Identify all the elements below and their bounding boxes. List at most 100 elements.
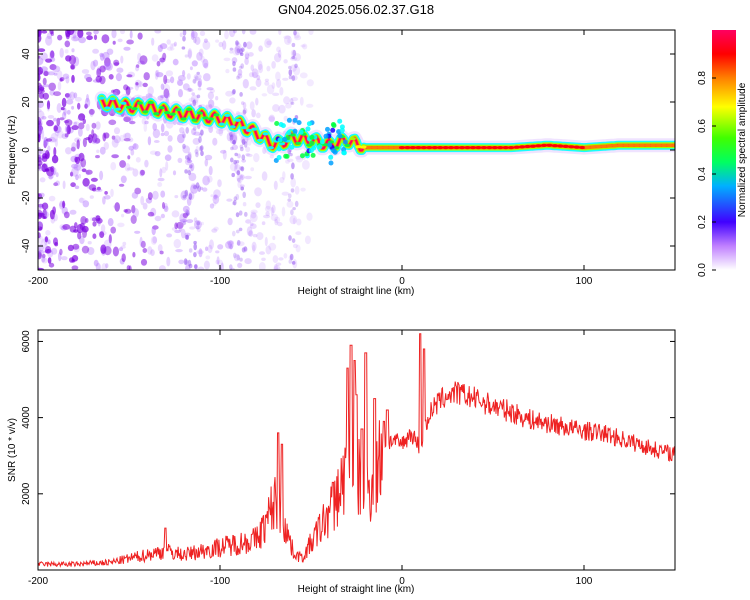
spectrogram-ridge-cell xyxy=(207,117,214,121)
spectrogram-noise-blob xyxy=(80,158,87,168)
spectrogram-noise-blob xyxy=(164,92,171,99)
spectrogram-noise-blob xyxy=(125,86,131,96)
spectrogram-ridge-cell xyxy=(360,145,367,149)
spectrogram-noise-blob xyxy=(171,227,178,231)
spectrogram-noise-blob xyxy=(248,72,255,78)
spectrogram-noise-blob xyxy=(100,244,107,254)
spectrogram-ridge-blob xyxy=(330,122,336,127)
spectrogram-noise-blob xyxy=(123,138,131,142)
spectrogram-noise-blob xyxy=(157,95,164,101)
spectrogram-noise-blob xyxy=(233,30,237,34)
spectrogram-noise-blob xyxy=(123,46,131,51)
spectrogram-noise-blob xyxy=(186,73,191,80)
spectrogram-ridge-cell xyxy=(420,146,427,150)
spectrogram-noise-blob xyxy=(281,206,286,217)
spectrogram-noise-blob xyxy=(240,166,245,172)
spectrogram-noise-blob xyxy=(242,202,247,207)
spectrogram-noise-blob xyxy=(53,91,62,97)
spectrogram-noise-blob xyxy=(59,47,64,58)
spectrogram-noise-blob xyxy=(302,160,310,170)
spectrogram-noise-blob xyxy=(102,196,106,205)
spectrogram-noise-blob xyxy=(232,47,240,56)
spectrogram-noise-blob xyxy=(73,163,82,171)
spectrogram-ridge-cell xyxy=(541,143,547,147)
spectrogram-noise-blob xyxy=(190,162,195,172)
spectrogram-ridge-blob xyxy=(298,129,304,135)
spectrogram-noise-blob xyxy=(287,38,291,44)
spectrogram-noise-blob xyxy=(38,108,42,113)
spectrogram-noise-blob xyxy=(188,193,193,200)
spectrogram-noise-blob xyxy=(230,157,234,163)
spectrogram-noise-blob xyxy=(111,154,119,159)
spectrogram-noise-blob xyxy=(197,87,202,91)
spectrogram-noise-blob xyxy=(161,166,167,174)
spectrogram-ridge-cell xyxy=(109,97,116,101)
spectrogram-noise-blob xyxy=(182,70,186,77)
spectrogram-noise-blob xyxy=(64,125,69,133)
spectrogram-noise-blob xyxy=(144,159,149,168)
spectrogram-noise-blob xyxy=(299,72,308,79)
spectrogram-noise-blob xyxy=(147,246,153,255)
spectrogram-noise-blob xyxy=(184,189,189,197)
spectrogram-noise-blob xyxy=(129,30,133,39)
spectrogram-noise-blob xyxy=(126,74,133,78)
spectrogram-noise-blob xyxy=(86,185,93,190)
spectrogram-ridge-blob xyxy=(308,148,314,153)
spectrogram-noise-blob xyxy=(62,224,71,230)
spectrogram-ridge-blob xyxy=(332,149,338,155)
spectrogram-noise-blob xyxy=(88,134,93,144)
spectrogram-noise-blob xyxy=(245,153,251,156)
spectrogram-noise-blob xyxy=(226,198,233,202)
spectrogram-noise-blob xyxy=(150,249,155,256)
spectrogram-noise-blob xyxy=(124,132,131,139)
spectrogram-noise-blob xyxy=(292,243,298,249)
spectrogram-noise-blob xyxy=(118,247,124,252)
spectrogram-noise-blob xyxy=(128,145,135,151)
spectrogram-noise-blob xyxy=(253,153,260,163)
spectrogram-noise-blob xyxy=(266,40,273,46)
spectrogram-noise-blob xyxy=(147,192,153,201)
spectrogram-noise-blob xyxy=(174,222,178,230)
spectrogram-noise-blob xyxy=(38,125,43,132)
spectrogram-noise-blob xyxy=(140,195,145,206)
spectrogram-noise-blob xyxy=(156,60,161,67)
spectrogram-noise-blob xyxy=(295,231,302,236)
spectrogram-noise-blob xyxy=(70,65,75,70)
spectrogram-noise-blob xyxy=(208,125,214,133)
spectrogram-noise-blob xyxy=(284,35,292,45)
spectrogram-noise-blob xyxy=(244,53,250,60)
spectrogram-noise-blob xyxy=(46,119,54,127)
spectrogram-ridge-cell xyxy=(344,143,351,147)
spectrogram-noise-blob xyxy=(94,134,99,140)
spectrogram-noise-blob xyxy=(48,82,56,91)
spectrogram-ridge-blob xyxy=(341,150,347,156)
spectrogram-ridge-cell xyxy=(235,118,242,122)
spectrogram-noise-blob xyxy=(64,133,69,138)
spectrogram-noise-blob xyxy=(200,129,204,136)
spectrogram-noise-blob xyxy=(185,234,190,240)
spectrogram-noise-blob xyxy=(278,30,282,35)
spectrogram-noise-blob xyxy=(250,64,255,71)
spectrogram-noise-blob xyxy=(255,202,261,209)
spectrogram-noise-blob xyxy=(89,195,94,199)
spectrogram-noise-blob xyxy=(299,96,304,106)
spectrogram-noise-blob xyxy=(186,88,194,92)
spectrogram-noise-blob xyxy=(241,154,246,161)
spectrogram-noise-blob xyxy=(44,168,50,172)
spectrogram-noise-blob xyxy=(271,82,276,89)
spectrogram-noise-blob xyxy=(232,230,236,237)
spectrogram-noise-blob xyxy=(256,74,261,81)
spectrogram-noise-blob xyxy=(153,140,160,143)
spectrogram-xlabel: Height of straight line (km) xyxy=(298,286,415,297)
spectrogram-noise-blob xyxy=(236,239,241,246)
spectrogram-noise-blob xyxy=(289,152,293,157)
spectrogram-noise-blob xyxy=(86,94,89,103)
spectrogram-noise-blob xyxy=(182,131,186,139)
spectrogram-noise-blob xyxy=(272,255,279,264)
spectrogram-noise-blob xyxy=(188,87,192,92)
spectrogram-noise-blob xyxy=(204,154,213,161)
spectrogram-noise-blob xyxy=(277,222,283,227)
snr-xlabel: Height of straight line (km) xyxy=(298,584,415,595)
spectrogram-noise-blob xyxy=(236,229,240,234)
spectrogram-noise-blob xyxy=(291,162,295,170)
